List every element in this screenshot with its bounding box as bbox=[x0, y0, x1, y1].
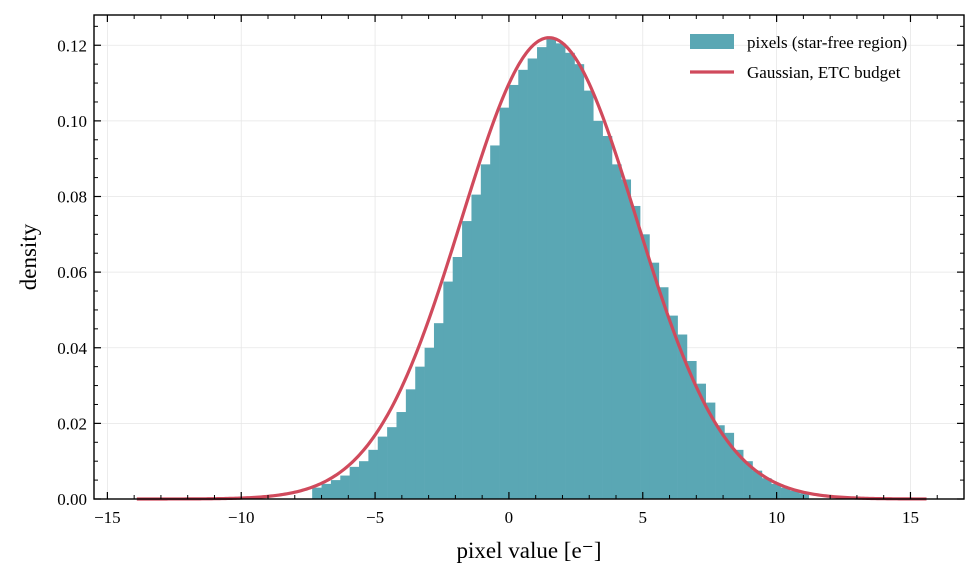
y-tick-label: 0.08 bbox=[57, 188, 87, 207]
x-tick-label: −10 bbox=[228, 508, 255, 527]
histogram-bar bbox=[771, 483, 781, 499]
x-tick-label: 5 bbox=[639, 508, 648, 527]
legend-swatch-histogram bbox=[690, 34, 734, 49]
histogram-bar bbox=[471, 194, 482, 499]
histogram-bar bbox=[396, 412, 407, 499]
histogram-bar bbox=[424, 347, 435, 499]
histogram-bar bbox=[499, 107, 510, 499]
histogram-bar bbox=[602, 136, 613, 499]
histogram-bar bbox=[799, 493, 810, 499]
histogram-bar bbox=[518, 69, 528, 499]
plot-frame bbox=[93, 14, 965, 500]
legend: pixels (star-free region) Gaussian, ETC … bbox=[690, 33, 907, 82]
histogram-bar bbox=[387, 427, 397, 499]
y-tick-label: 0.10 bbox=[57, 112, 87, 131]
histogram-bar bbox=[790, 490, 800, 499]
x-tick-label: 0 bbox=[505, 508, 514, 527]
y-tick-label: 0.12 bbox=[57, 36, 87, 55]
histogram-bars bbox=[312, 37, 810, 499]
y-tick-label: 0.00 bbox=[57, 490, 87, 509]
histogram-bar bbox=[724, 432, 735, 499]
histogram-bar bbox=[555, 43, 566, 499]
histogram-bar bbox=[696, 383, 706, 499]
histogram-bar bbox=[743, 461, 753, 499]
histogram-bar bbox=[312, 487, 322, 499]
histogram-bar bbox=[761, 478, 772, 499]
histogram-bar bbox=[415, 366, 425, 499]
histogram-bar bbox=[677, 334, 688, 499]
histogram-bar bbox=[490, 145, 500, 499]
histogram-bar bbox=[565, 52, 575, 499]
y-tick-label: 0.04 bbox=[57, 339, 87, 358]
y-tick-label: 0.02 bbox=[57, 414, 87, 433]
histogram-bar bbox=[705, 402, 716, 499]
histogram-bar bbox=[527, 58, 538, 499]
histogram-bar bbox=[368, 449, 379, 499]
histogram-bar bbox=[658, 287, 669, 499]
histogram-bar bbox=[733, 449, 744, 499]
histogram-bar bbox=[508, 84, 519, 499]
histogram-bar bbox=[452, 257, 463, 499]
histogram-bar bbox=[480, 164, 491, 499]
histogram-bar bbox=[649, 262, 660, 499]
legend-label-gaussian: Gaussian, ETC budget bbox=[747, 63, 901, 82]
histogram-bar bbox=[433, 323, 444, 499]
histogram-bar bbox=[359, 461, 369, 499]
histogram-bar bbox=[537, 47, 547, 499]
histogram-bar bbox=[686, 360, 697, 499]
histogram-bar bbox=[715, 425, 725, 499]
y-axis-label: density bbox=[16, 223, 41, 290]
histogram-bar bbox=[340, 475, 350, 499]
histogram-bar bbox=[405, 389, 416, 499]
histogram-bar bbox=[546, 37, 557, 499]
x-tick-label: −5 bbox=[366, 508, 384, 527]
histogram-bar bbox=[321, 483, 332, 499]
histogram-bar bbox=[574, 64, 585, 499]
histogram-bar bbox=[630, 205, 641, 499]
histogram-bar bbox=[349, 466, 360, 499]
histogram-bar bbox=[593, 120, 603, 499]
x-axis-label: pixel value [e⁻] bbox=[457, 538, 602, 563]
histogram-bar bbox=[377, 436, 388, 499]
histogram-bar bbox=[443, 281, 454, 499]
legend-label-histogram: pixels (star-free region) bbox=[747, 33, 907, 52]
histogram-bar bbox=[668, 315, 678, 499]
tick-labels: −15 −10 −5 0 5 10 15 0.00 0.02 0.04 0.06 0.08 0.10 0.… bbox=[57, 36, 919, 527]
histogram-bar bbox=[780, 487, 791, 499]
histogram-bar bbox=[330, 480, 341, 499]
histogram-bar bbox=[752, 470, 763, 499]
histogram-bar bbox=[611, 164, 622, 499]
histogram-bar bbox=[583, 90, 594, 499]
histogram-bar bbox=[640, 234, 650, 499]
histogram-bar bbox=[462, 221, 472, 499]
x-tick-label: 10 bbox=[768, 508, 785, 527]
x-tick-label: −15 bbox=[94, 508, 121, 527]
x-tick-label: 15 bbox=[902, 508, 919, 527]
histogram-bar bbox=[621, 179, 632, 499]
y-tick-label: 0.06 bbox=[57, 263, 87, 282]
axis-ticks bbox=[94, 15, 965, 500]
